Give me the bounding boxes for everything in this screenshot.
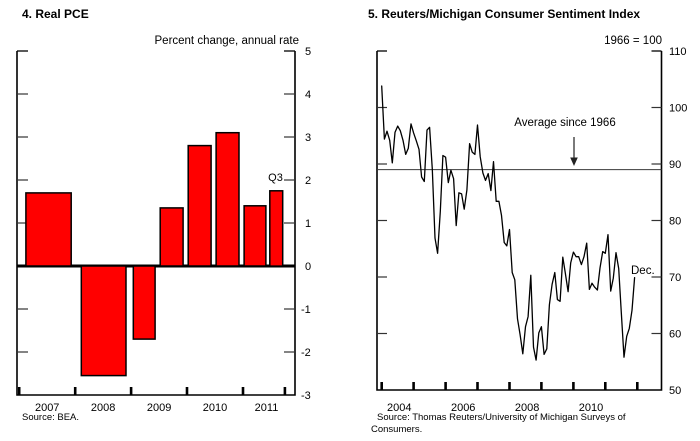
q3-annotation-label: Q3 <box>268 172 283 184</box>
pce-source-note: Source: BEA. <box>22 412 80 423</box>
pce-axis-unit-label: Percent change, annual rate <box>154 35 300 47</box>
y-tick-label: 70 <box>669 272 681 284</box>
y-tick-label: 0 <box>305 261 311 273</box>
pce-chart-title: 4. Real PCE <box>22 7 89 21</box>
sentiment-source-line-1: Source: Thomas Reuters/University of Mic… <box>377 412 626 423</box>
y-tick-label: 50 <box>669 385 681 397</box>
dec-annotation-label: Dec. <box>631 265 655 277</box>
sentiment-plot: 2004 2006 2008 2010 110 100 90 80 70 60 50 <box>376 46 687 414</box>
x-tick-label: 2008 <box>515 402 539 414</box>
y-tick-label: 90 <box>669 159 681 171</box>
y-tick-label: 2 <box>305 175 311 187</box>
sentiment-line <box>381 85 636 361</box>
bar-2009:H1 <box>132 265 156 340</box>
bar-2008 <box>80 265 127 377</box>
y-tick-label: -3 <box>301 390 311 402</box>
axis-frame <box>376 51 663 391</box>
sentiment-chart-title: 5. Reuters/Michigan Consumer Sentiment I… <box>368 7 641 21</box>
y-tick-label: 100 <box>669 103 687 115</box>
bar-2011:Q3 <box>269 190 284 267</box>
bar-2007 <box>25 192 72 267</box>
x-tick-label: 2011 <box>255 402 279 414</box>
y-tick-label: 1 <box>305 218 311 230</box>
sentiment-source-line-2: Consumers. <box>371 423 423 435</box>
down-arrow-head-icon <box>570 157 578 166</box>
y-tick-label: -2 <box>301 347 311 359</box>
y-tick-label: 60 <box>669 329 681 341</box>
pce-plot: 2007 2008 2009 2010 2011 5 4 3 2 1 0 -1 -2 -3 <box>16 46 311 414</box>
x-tick-label: 2004 <box>387 402 411 414</box>
x-tick-label: 2007 <box>35 402 59 414</box>
sentiment-chart-panel: 2004 2006 2008 2010 110 100 90 80 70 60 50 5. Reut… <box>350 0 700 441</box>
x-tick-label: 2006 <box>451 402 475 414</box>
y-tick-label: -1 <box>301 304 311 316</box>
y-tick-label: 5 <box>305 46 311 58</box>
y-tick-label: 3 <box>305 132 311 144</box>
x-tick-label: 2010 <box>203 402 227 414</box>
bar-2010:H1 <box>187 144 212 267</box>
sentiment-axis-unit-label: 1966 = 100 <box>604 35 662 47</box>
y-tick-label: 80 <box>669 216 681 228</box>
sentiment-source-note: Source: Thomas Reuters/University of Mic… <box>371 412 649 435</box>
bar-2009:H2 <box>159 207 184 267</box>
y-tick-label: 4 <box>305 89 311 101</box>
x-tick-label: 2010 <box>579 402 603 414</box>
x-tick-label: 2008 <box>91 402 115 414</box>
pce-chart-panel: 2007 2008 2009 2010 2011 5 4 3 2 1 0 -1 -2 -3 4. Real… <box>16 7 311 423</box>
bar-2011:H1 <box>243 205 267 267</box>
bar-2010:H2 <box>215 131 240 267</box>
x-tick-label: 2009 <box>147 402 171 414</box>
average-annotation-label: Average since 1966 <box>514 117 616 129</box>
y-tick-label: 110 <box>669 46 687 58</box>
